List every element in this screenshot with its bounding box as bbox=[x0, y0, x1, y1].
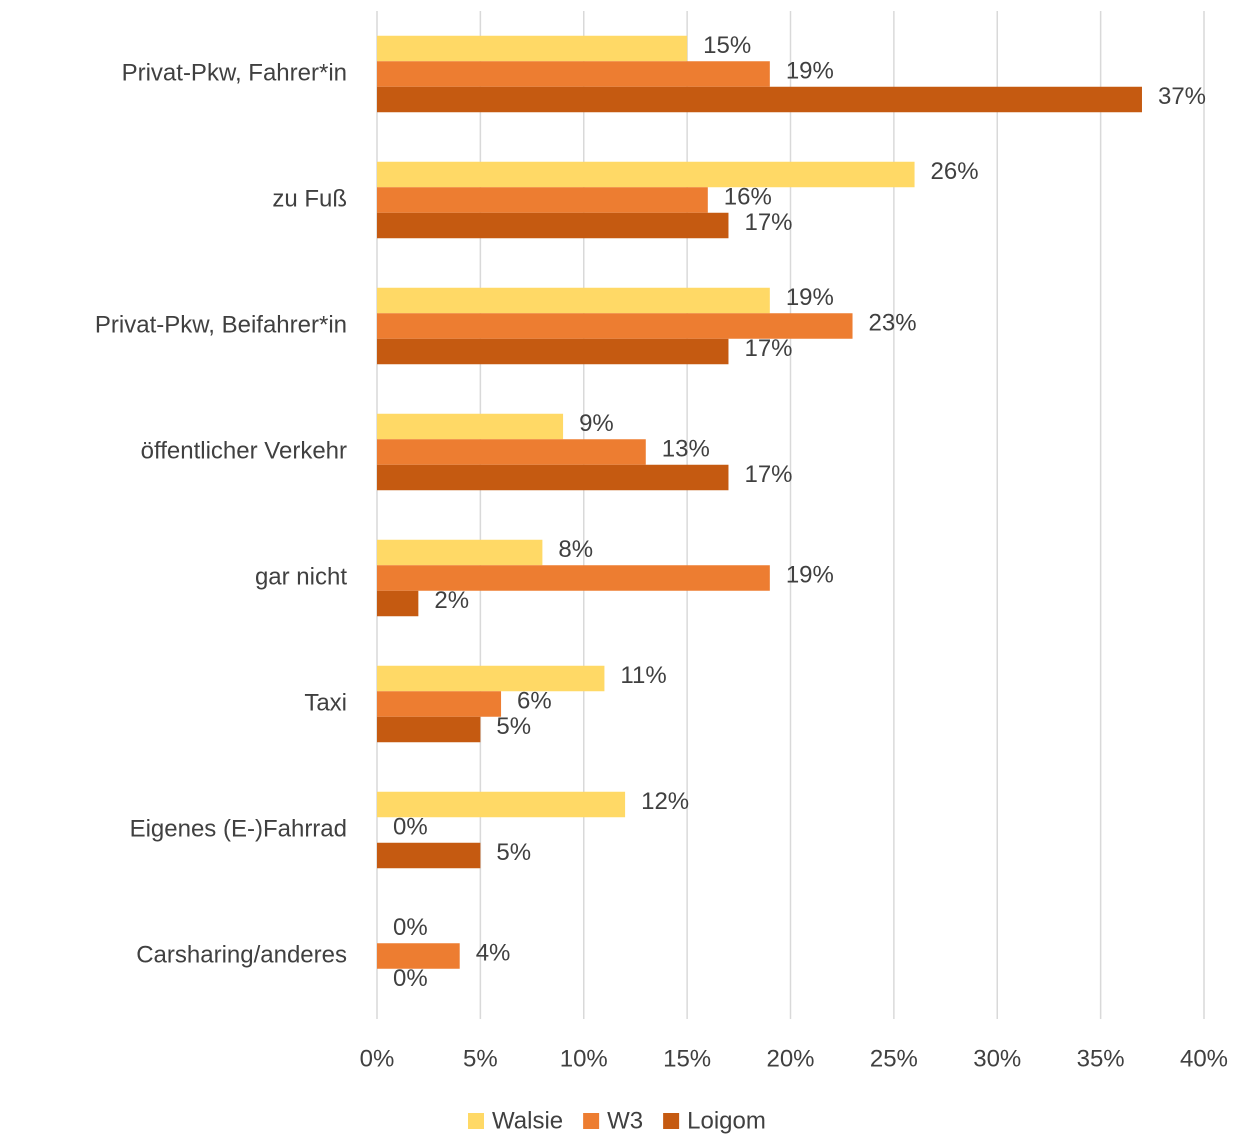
y-tick-label: Eigenes (E-)Fahrrad bbox=[130, 815, 347, 842]
bar bbox=[377, 439, 646, 465]
data-label: 5% bbox=[496, 713, 531, 740]
x-tick-label: 10% bbox=[560, 1045, 608, 1072]
data-label: 17% bbox=[744, 209, 792, 236]
bar bbox=[377, 590, 419, 617]
bar bbox=[377, 691, 502, 717]
data-label: 5% bbox=[496, 839, 531, 866]
data-label: 17% bbox=[744, 461, 792, 488]
legend-label: Loigom bbox=[687, 1107, 766, 1134]
y-tick-label: zu Fuß bbox=[272, 185, 347, 212]
x-tick-label: 40% bbox=[1180, 1045, 1228, 1072]
bar bbox=[377, 35, 688, 62]
x-tick-label: 25% bbox=[870, 1045, 918, 1072]
data-label: 4% bbox=[476, 939, 511, 966]
x-tick-label: 5% bbox=[463, 1045, 498, 1072]
data-label: 6% bbox=[517, 687, 552, 714]
bar bbox=[377, 338, 729, 365]
data-label: 8% bbox=[558, 536, 593, 563]
data-label: 2% bbox=[434, 587, 469, 614]
bar bbox=[377, 61, 770, 87]
data-label: 26% bbox=[931, 158, 979, 185]
x-tick-label: 35% bbox=[1077, 1045, 1125, 1072]
x-tick-label: 20% bbox=[766, 1045, 814, 1072]
legend-label: W3 bbox=[607, 1107, 643, 1134]
bar bbox=[377, 539, 543, 566]
data-label: 19% bbox=[786, 284, 834, 311]
y-tick-label: gar nicht bbox=[255, 563, 347, 590]
bar bbox=[377, 842, 481, 869]
data-label: 9% bbox=[579, 410, 614, 437]
x-tick-label: 15% bbox=[663, 1045, 711, 1072]
data-label: 0% bbox=[393, 965, 428, 992]
x-tick-label: 30% bbox=[973, 1045, 1021, 1072]
data-label: 19% bbox=[786, 57, 834, 84]
bar bbox=[377, 413, 564, 440]
legend-swatch bbox=[583, 1113, 600, 1129]
data-label: 23% bbox=[869, 309, 917, 336]
bar bbox=[377, 943, 460, 969]
data-label: 16% bbox=[724, 183, 772, 210]
bar bbox=[377, 791, 626, 818]
legend-swatch bbox=[468, 1113, 484, 1129]
y-tick-label: Privat-Pkw, Fahrer*in bbox=[122, 59, 347, 86]
y-tick-label: Taxi bbox=[304, 689, 347, 716]
data-label: 17% bbox=[744, 335, 792, 362]
data-label: 0% bbox=[393, 813, 428, 840]
data-label: 12% bbox=[641, 788, 689, 815]
legend-swatch bbox=[663, 1113, 680, 1129]
data-label: 37% bbox=[1158, 83, 1206, 110]
bar bbox=[377, 716, 481, 743]
bar bbox=[377, 313, 853, 339]
legend-label: Walsie bbox=[492, 1107, 563, 1134]
bar bbox=[377, 287, 770, 314]
data-label: 15% bbox=[703, 32, 751, 59]
bar bbox=[377, 665, 605, 692]
bar bbox=[377, 212, 729, 239]
bar bbox=[377, 161, 915, 188]
y-tick-label: Privat-Pkw, Beifahrer*in bbox=[95, 311, 347, 338]
bar bbox=[377, 187, 708, 213]
bar bbox=[377, 464, 729, 491]
x-tick-label: 0% bbox=[360, 1045, 395, 1072]
bar bbox=[377, 86, 1142, 113]
data-label: 0% bbox=[393, 914, 428, 941]
data-label: 13% bbox=[662, 435, 710, 462]
y-tick-label: Carsharing/anderes bbox=[136, 941, 347, 968]
data-label: 19% bbox=[786, 561, 834, 588]
data-label: 11% bbox=[620, 662, 666, 689]
bar bbox=[377, 565, 770, 591]
y-tick-label: öffentlicher Verkehr bbox=[141, 437, 347, 464]
